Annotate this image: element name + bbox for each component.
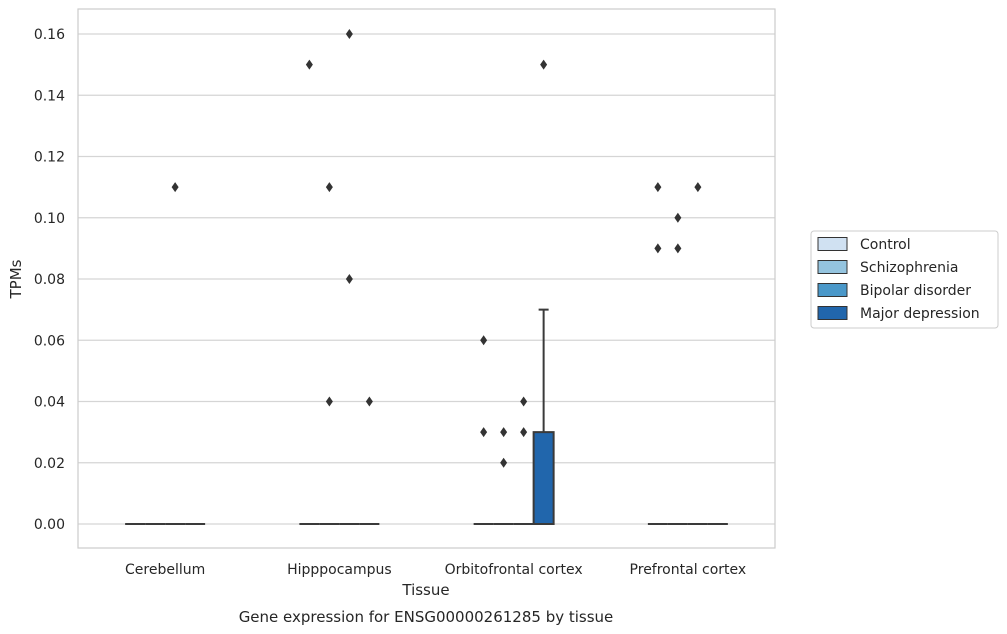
x-tick-label: Hipppocampus [287, 562, 392, 578]
box-major-depression [359, 396, 380, 525]
y-tick-labels: 0.00 0.02 0.04 0.06 0.08 0.10 0.12 0.14 0.16 [34, 27, 65, 533]
legend-label: Control [860, 237, 911, 253]
x-tick-label: Cerebellum [125, 562, 205, 578]
y-tick-label: 0.04 [34, 395, 65, 411]
x-tick-label: Orbitofrontal cortex [445, 562, 583, 578]
outlier-point [654, 243, 662, 254]
box-major-depression [532, 59, 555, 525]
y-tick-label: 0.14 [34, 88, 65, 104]
outlier-point [694, 182, 702, 193]
x-tick-label: Prefrontal cortex [630, 562, 747, 578]
outlier-point [654, 182, 662, 193]
box-bipolar-disorder [339, 29, 360, 525]
outlier-point [674, 212, 682, 223]
outlier-point [674, 243, 682, 254]
outlier-point [171, 182, 179, 193]
y-tick-label: 0.08 [34, 272, 65, 288]
x-tick-labels: Cerebellum Hipppocampus Orbitofrontal cort… [125, 562, 746, 578]
legend-frame [810, 230, 999, 329]
plot-frame [77, 8, 776, 549]
box-bipolar-disorder [165, 182, 186, 525]
y-tick-label: 0.02 [34, 456, 65, 472]
outlier-point [365, 396, 373, 407]
legend-swatch [817, 260, 848, 274]
outlier-point [480, 335, 488, 346]
outlier-point [500, 427, 508, 438]
outlier-point [305, 59, 313, 70]
y-tick-label: 0.12 [34, 150, 65, 166]
legend-swatch [817, 283, 848, 297]
outlier-point [345, 274, 353, 284]
legend: Control Schizophrenia Bipolar disorder Majo… [810, 230, 999, 329]
box-series [125, 29, 728, 525]
legend-swatch [817, 237, 848, 251]
outlier-point [540, 59, 548, 70]
y-tick-label: 0.06 [34, 333, 65, 349]
y-tick-label: 0.16 [34, 27, 65, 43]
box-bipolar-disorder [513, 396, 534, 525]
box-schizophrenia [319, 182, 340, 525]
legend-label: Schizophrenia [860, 260, 958, 276]
box-control [647, 182, 668, 525]
box-schizophrenia [667, 212, 688, 525]
outlier-point [325, 182, 333, 193]
chart-caption: Gene expression for ENSG00000261285 by t… [239, 608, 614, 626]
box-body [532, 431, 555, 525]
y-tick-label: 0.10 [34, 211, 65, 227]
outlier-point [520, 396, 528, 407]
y-tick-label: 0.00 [34, 517, 65, 533]
box-control [473, 335, 494, 525]
box-bipolar-disorder [687, 182, 708, 525]
outlier-point [500, 457, 508, 468]
y-axis-title: TPMs [7, 259, 25, 299]
legend-label: Major depression [860, 306, 980, 322]
outlier-point [325, 396, 333, 407]
outlier-point [520, 427, 528, 438]
box-schizophrenia [493, 427, 514, 525]
outlier-point [480, 427, 488, 438]
legend-label: Bipolar disorder [860, 283, 971, 299]
legend-swatch [817, 306, 848, 320]
outlier-point [345, 29, 353, 39]
box-control [299, 59, 320, 525]
x-axis-title: Tissue [401, 581, 449, 599]
